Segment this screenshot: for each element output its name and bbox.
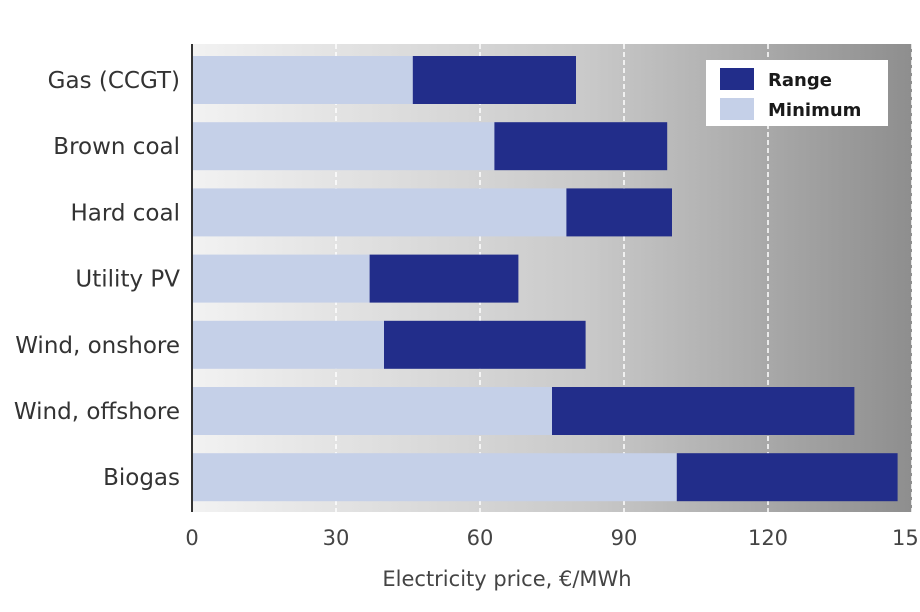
legend-label-range: Range <box>768 70 832 91</box>
x-tick-label: 120 <box>748 526 788 550</box>
category-label-brown-coal: Brown coal <box>53 134 180 160</box>
x-tick-label: 60 <box>467 526 494 550</box>
category-label-gas-ccgt: Gas (CCGT) <box>48 68 180 94</box>
bar-range-wind-offshore <box>552 387 855 435</box>
x-tick-label: 150 <box>892 526 920 550</box>
bar-range-brown-coal <box>494 122 668 171</box>
bar-minimum-wind-onshore <box>192 320 384 369</box>
legend-label-minimum: Minimum <box>768 100 861 121</box>
category-label-biogas: Biogas <box>103 465 180 491</box>
bar-range-utility-pv <box>369 254 519 303</box>
bar-minimum-brown-coal <box>192 122 495 171</box>
bar-minimum-hard-coal <box>192 188 567 237</box>
x-tick-label: 0 <box>185 526 198 550</box>
bar-minimum-utility-pv <box>192 254 370 303</box>
category-label-hard-coal: Hard coal <box>70 200 180 226</box>
bars <box>192 56 898 502</box>
x-tick-label: 30 <box>323 526 350 550</box>
bar-range-wind-onshore <box>384 320 586 369</box>
legend-swatch-minimum <box>720 98 754 120</box>
category-label-wind-onshore: Wind, onshore <box>15 333 180 359</box>
bar-range-hard-coal <box>566 188 672 237</box>
category-labels: Gas (CCGT) Brown coal Hard coal Utility PV W… <box>14 68 180 491</box>
bar-minimum-wind-offshore <box>192 387 552 435</box>
bar-range-gas-ccgt <box>412 56 576 104</box>
bar-minimum-gas-ccgt <box>192 56 413 104</box>
x-tick-label: 90 <box>611 526 638 550</box>
category-label-wind-offshore: Wind, offshore <box>14 399 180 425</box>
x-ticks: 0 30 60 90 120 150 <box>185 526 920 550</box>
x-axis-title: Electricity price, €/MWh <box>382 567 631 591</box>
bar-minimum-biogas <box>192 453 677 502</box>
legend-swatch-range <box>720 68 754 90</box>
bar-range-biogas <box>676 453 898 502</box>
category-label-utility-pv: Utility PV <box>75 267 180 293</box>
legend: Range Minimum <box>706 60 888 126</box>
